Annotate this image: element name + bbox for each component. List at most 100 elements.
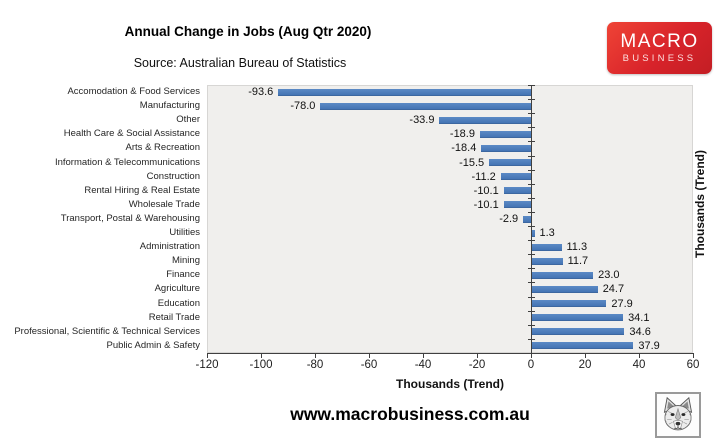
category-label: Utilities (169, 227, 200, 239)
x-axis-tick (369, 353, 370, 358)
x-axis-tick (639, 353, 640, 358)
category-axis-tick (528, 211, 535, 213)
bar-value-label: -15.5 (459, 156, 485, 169)
bar (481, 144, 531, 152)
bar-value-label: -10.1 (473, 184, 499, 197)
chart-source: Source: Australian Bureau of Statistics (133, 56, 347, 70)
logo-line2: BUSINESS (622, 52, 697, 64)
x-tick-label: -40 (414, 359, 432, 371)
x-tick-label: 0 (527, 359, 535, 371)
bar (531, 300, 607, 308)
bar-value-label: 1.3 (539, 227, 555, 240)
bar (503, 201, 531, 209)
category-label: Retail Trade (148, 311, 200, 323)
category-label: Wholesale Trade (128, 198, 200, 210)
bar-value-label: 11.3 (566, 241, 588, 254)
x-axis-tick (315, 353, 316, 358)
bar-value-label: -10.1 (473, 198, 499, 211)
category-axis-tick (528, 169, 535, 171)
bar (531, 271, 594, 279)
macrobusiness-logo: MACRO BUSINESS (607, 22, 712, 74)
x-tick-label: -120 (195, 359, 219, 371)
category-label: Mining (172, 255, 200, 267)
bar-value-label: -18.4 (451, 142, 477, 155)
category-axis-tick (528, 183, 535, 185)
chart-title: Annual Change in Jobs (Aug Qtr 2020) (124, 24, 372, 39)
bar-value-label: -33.9 (409, 114, 435, 127)
bar (479, 130, 531, 138)
bar-value-label: -2.9 (499, 212, 519, 225)
x-axis-tick (585, 353, 586, 358)
bar-value-label: 24.7 (602, 283, 625, 296)
x-tick-label: -20 (468, 359, 486, 371)
category-label: Administration (139, 241, 200, 253)
category-axis-tick (528, 324, 535, 326)
category-axis-tick (528, 127, 535, 129)
category-label: Rental Hiring & Real Estate (84, 184, 200, 196)
bar (531, 342, 634, 350)
bar (531, 286, 598, 294)
x-axis-line (207, 353, 693, 354)
bar (489, 159, 531, 167)
category-label: Finance (166, 269, 200, 281)
bar-value-label: -93.6 (248, 86, 274, 98)
bar-value-label: 37.9 (638, 339, 660, 352)
x-axis-tick (261, 353, 262, 358)
bar-value-label: 23.0 (598, 269, 620, 282)
category-label: Professional, Scientific & Technical Ser… (14, 325, 200, 337)
wolf-face-drawing (663, 396, 693, 431)
x-axis-tick (423, 353, 424, 358)
bar-value-label: 34.6 (629, 325, 651, 338)
bar (523, 215, 531, 223)
bar (503, 187, 531, 195)
x-tick-label: -100 (249, 359, 273, 371)
category-axis-tick (528, 99, 535, 101)
category-axis-tick (528, 226, 535, 228)
category-axis-tick (528, 240, 535, 242)
bar (500, 173, 531, 181)
bar (531, 229, 535, 237)
category-axis-tick (528, 141, 535, 143)
category-label: Accomodation & Food Services (67, 86, 200, 97)
category-label: Arts & Recreation (125, 142, 200, 154)
category-label: Public Admin & Safety (106, 339, 200, 351)
category-axis-tick (528, 310, 535, 312)
category-label: Manufacturing (139, 100, 200, 112)
right-axis-title: Thousands (Trend) (693, 150, 707, 258)
wolf-logo-icon (655, 392, 701, 438)
bar-value-label: -78.0 (290, 100, 316, 113)
category-axis-line (531, 85, 532, 354)
category-label: Health Care & Social Assistance (63, 128, 200, 140)
category-axis-tick (528, 113, 535, 115)
category-label: Information & Telecommunications (54, 156, 200, 168)
category-axis-tick (528, 254, 535, 256)
logo-line1: MACRO (620, 30, 699, 52)
x-axis-tick (477, 353, 478, 358)
category-axis-tick (528, 338, 535, 340)
bar (439, 116, 531, 124)
x-tick-label: -60 (360, 359, 378, 371)
plot-area (207, 85, 693, 353)
bar-value-label: -18.9 (449, 128, 475, 141)
x-tick-label: -80 (306, 359, 324, 371)
category-axis-tick (528, 282, 535, 284)
bar-value-label: 11.7 (567, 255, 589, 268)
category-axis-tick (528, 85, 535, 86)
bar (278, 88, 531, 96)
x-axis-tick (207, 353, 208, 358)
bar (531, 314, 624, 322)
bar-value-label: 27.9 (611, 297, 633, 310)
x-tick-label: 20 (578, 359, 592, 371)
category-axis-tick (528, 155, 535, 157)
footer-url: www.macrobusiness.com.au (290, 404, 530, 424)
category-axis-tick (528, 197, 535, 199)
bar (531, 328, 625, 336)
category-label: Agriculture (154, 283, 200, 295)
category-label: Construction (146, 170, 200, 182)
category-label: Transport, Postal & Warehousing (60, 212, 200, 224)
category-axis-tick (528, 268, 535, 270)
bar-value-label: -11.2 (471, 170, 496, 183)
x-tick-label: 60 (686, 359, 700, 371)
bar (531, 257, 563, 265)
